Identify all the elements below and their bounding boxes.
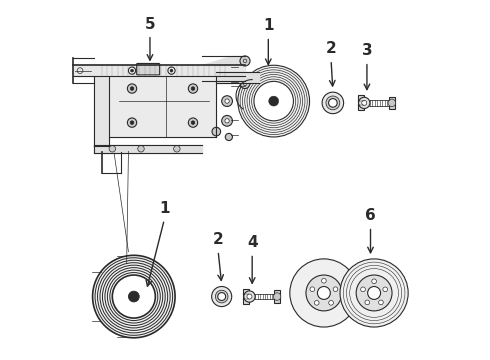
Text: 6: 6 <box>365 208 376 223</box>
Circle shape <box>240 56 250 66</box>
Circle shape <box>191 121 195 125</box>
Circle shape <box>212 127 220 136</box>
Circle shape <box>130 121 134 125</box>
Text: 4: 4 <box>247 235 257 250</box>
Circle shape <box>225 99 229 103</box>
Circle shape <box>365 300 369 305</box>
Polygon shape <box>389 96 394 109</box>
Circle shape <box>356 275 392 311</box>
Circle shape <box>131 69 133 72</box>
Circle shape <box>127 84 137 93</box>
Polygon shape <box>358 95 364 111</box>
Circle shape <box>362 100 367 105</box>
Circle shape <box>359 97 370 109</box>
Circle shape <box>109 145 116 152</box>
Circle shape <box>168 67 175 74</box>
Circle shape <box>329 99 337 107</box>
Text: 2: 2 <box>213 232 223 247</box>
Circle shape <box>244 291 255 302</box>
Circle shape <box>240 79 250 89</box>
Polygon shape <box>95 145 202 153</box>
Circle shape <box>238 65 310 137</box>
Circle shape <box>310 287 315 292</box>
Text: 1: 1 <box>263 18 273 33</box>
Circle shape <box>321 278 326 283</box>
Circle shape <box>188 84 197 93</box>
Circle shape <box>225 119 229 123</box>
Circle shape <box>333 287 338 292</box>
Circle shape <box>218 293 225 301</box>
Circle shape <box>361 287 366 292</box>
Polygon shape <box>243 289 249 304</box>
Circle shape <box>388 99 395 107</box>
Circle shape <box>368 287 381 300</box>
Circle shape <box>225 134 232 140</box>
Circle shape <box>221 96 232 107</box>
Circle shape <box>128 291 139 302</box>
Circle shape <box>318 287 330 300</box>
Polygon shape <box>274 290 280 303</box>
Circle shape <box>112 275 155 318</box>
Polygon shape <box>202 56 245 65</box>
Circle shape <box>170 69 173 72</box>
Circle shape <box>322 92 343 114</box>
Circle shape <box>173 145 180 152</box>
Circle shape <box>247 294 252 299</box>
Circle shape <box>340 259 408 327</box>
Circle shape <box>188 118 197 127</box>
Text: 5: 5 <box>145 17 155 32</box>
Circle shape <box>269 96 279 106</box>
Circle shape <box>383 287 388 292</box>
Text: 3: 3 <box>362 43 372 58</box>
Circle shape <box>93 255 175 338</box>
Circle shape <box>216 290 228 303</box>
Circle shape <box>138 145 144 152</box>
Text: 2: 2 <box>326 41 337 56</box>
Circle shape <box>329 301 333 305</box>
Circle shape <box>191 87 195 90</box>
Circle shape <box>379 300 383 305</box>
Circle shape <box>128 67 136 74</box>
Polygon shape <box>216 72 259 83</box>
Polygon shape <box>109 76 216 137</box>
Circle shape <box>254 81 294 121</box>
Circle shape <box>127 118 137 127</box>
FancyBboxPatch shape <box>137 63 160 75</box>
Circle shape <box>273 293 281 300</box>
Circle shape <box>372 279 376 284</box>
Circle shape <box>290 259 358 327</box>
Circle shape <box>130 87 134 90</box>
Circle shape <box>326 96 340 110</box>
Circle shape <box>221 116 232 126</box>
Circle shape <box>306 275 342 311</box>
Circle shape <box>212 287 232 307</box>
Text: 1: 1 <box>159 201 170 216</box>
Circle shape <box>315 301 319 305</box>
